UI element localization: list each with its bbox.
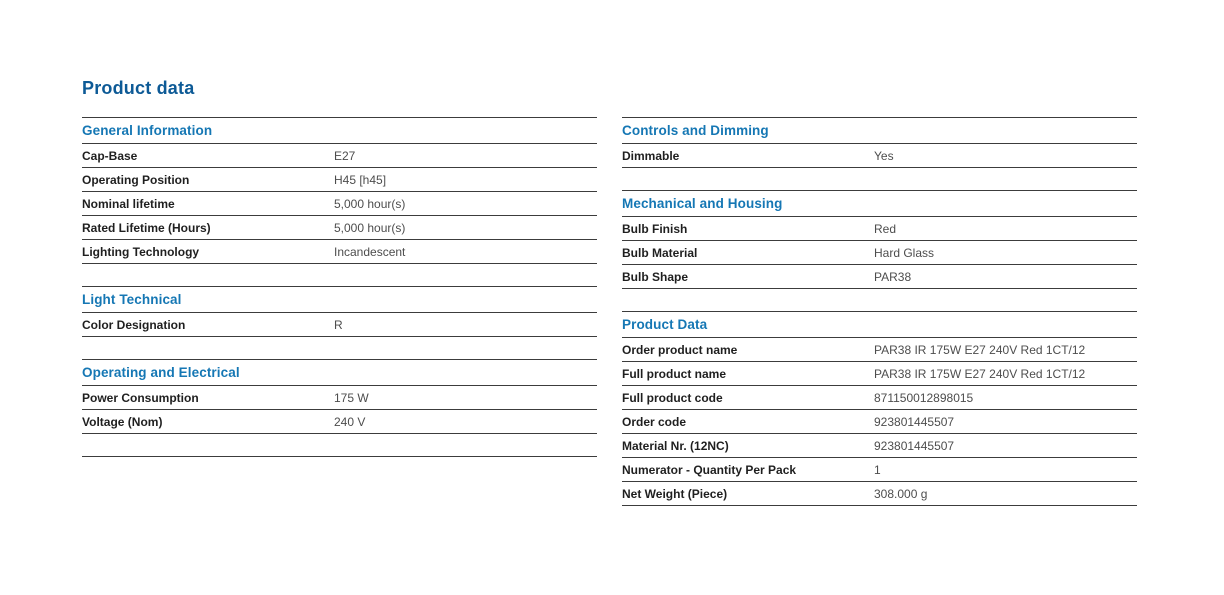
row-value: 308.000 g <box>874 486 928 501</box>
table-row: Lighting Technology Incandescent <box>82 240 597 264</box>
table-row: Voltage (Nom) 240 V <box>82 410 597 434</box>
trailing-divider <box>82 456 597 457</box>
row-label: Nominal lifetime <box>82 196 175 211</box>
section-heading: Controls and Dimming <box>622 118 1137 144</box>
row-label: Bulb Material <box>622 245 698 260</box>
row-label: Order code <box>622 414 687 429</box>
section-heading: General Information <box>82 118 597 144</box>
table-row: Operating Position H45 [h45] <box>82 168 597 192</box>
row-label: Cap-Base <box>82 148 138 163</box>
section-operating-and-electrical: Operating and Electrical Power Consumpti… <box>82 359 597 434</box>
section-product-data: Product Data Order product name PAR38 IR… <box>622 311 1137 506</box>
section-heading: Light Technical <box>82 287 597 313</box>
row-value: 923801445507 <box>874 438 955 453</box>
section-heading: Operating and Electrical <box>82 360 597 386</box>
row-label: Material Nr. (12NC) <box>622 438 729 453</box>
row-value: 240 V <box>334 414 366 429</box>
left-column: General Information Cap-Base E27 Operati… <box>82 117 597 457</box>
row-label: Full product name <box>622 366 727 381</box>
row-label: Bulb Finish <box>622 221 688 236</box>
row-value: Yes <box>874 148 894 163</box>
table-row: Full product code 871150012898015 <box>622 386 1137 410</box>
row-value: PAR38 <box>874 269 912 284</box>
row-value: PAR38 IR 175W E27 240V Red 1CT/12 <box>874 366 1086 381</box>
row-label: Lighting Technology <box>82 244 200 259</box>
row-label: Rated Lifetime (Hours) <box>82 220 211 235</box>
row-label: Net Weight (Piece) <box>622 486 728 501</box>
right-column: Controls and Dimming Dimmable Yes Mechan… <box>622 117 1137 506</box>
table-row: Nominal lifetime 5,000 hour(s) <box>82 192 597 216</box>
section-light-technical: Light Technical Color Designation R <box>82 286 597 337</box>
page-title: Product data <box>82 78 195 98</box>
table-row: Order product name PAR38 IR 175W E27 240… <box>622 338 1137 362</box>
row-value: Red <box>874 221 897 236</box>
section-mechanical-and-housing: Mechanical and Housing Bulb Finish Red B… <box>622 190 1137 289</box>
row-label: Dimmable <box>622 148 680 163</box>
row-value: Hard Glass <box>874 245 935 260</box>
table-row: Full product name PAR38 IR 175W E27 240V… <box>622 362 1137 386</box>
row-label: Full product code <box>622 390 723 405</box>
row-label: Order product name <box>622 342 738 357</box>
row-value: H45 [h45] <box>334 172 387 187</box>
row-label: Color Designation <box>82 317 186 332</box>
section-general-information: General Information Cap-Base E27 Operati… <box>82 117 597 264</box>
row-label: Power Consumption <box>82 390 199 405</box>
section-heading: Product Data <box>622 312 1137 338</box>
row-value: R <box>334 317 343 332</box>
row-value: E27 <box>334 148 356 163</box>
table-row: Order code 923801445507 <box>622 410 1137 434</box>
table-row: Dimmable Yes <box>622 144 1137 168</box>
table-row: Net Weight (Piece) 308.000 g <box>622 482 1137 506</box>
table-row: Bulb Material Hard Glass <box>622 241 1137 265</box>
table-row: Color Designation R <box>82 313 597 337</box>
row-label: Voltage (Nom) <box>82 414 163 429</box>
table-row: Power Consumption 175 W <box>82 386 597 410</box>
row-value: 923801445507 <box>874 414 955 429</box>
section-controls-and-dimming: Controls and Dimming Dimmable Yes <box>622 117 1137 168</box>
row-value: 5,000 hour(s) <box>334 196 406 211</box>
table-row: Bulb Finish Red <box>622 217 1137 241</box>
table-row: Material Nr. (12NC) 923801445507 <box>622 434 1137 458</box>
row-value: 1 <box>874 462 881 477</box>
row-value: PAR38 IR 175W E27 240V Red 1CT/12 <box>874 342 1086 357</box>
table-row: Numerator - Quantity Per Pack 1 <box>622 458 1137 482</box>
section-heading: Mechanical and Housing <box>622 191 1137 217</box>
row-label: Bulb Shape <box>622 269 689 284</box>
row-value: 5,000 hour(s) <box>334 220 406 235</box>
row-value: Incandescent <box>334 244 406 259</box>
row-label: Operating Position <box>82 172 190 187</box>
table-row: Bulb Shape PAR38 <box>622 265 1137 289</box>
table-row: Cap-Base E27 <box>82 144 597 168</box>
table-row: Rated Lifetime (Hours) 5,000 hour(s) <box>82 216 597 240</box>
row-label: Numerator - Quantity Per Pack <box>622 462 797 477</box>
row-value: 175 W <box>334 390 369 405</box>
row-value: 871150012898015 <box>874 390 974 405</box>
